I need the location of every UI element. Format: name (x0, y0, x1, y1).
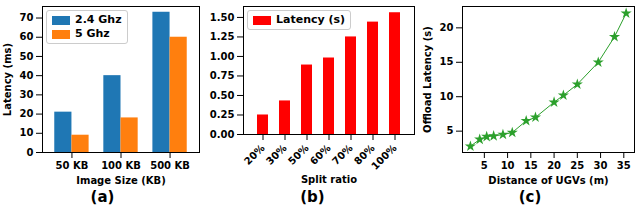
html-text:(a): (a) (90, 188, 115, 206)
svg-text:5: 5 (481, 160, 488, 171)
html-text:Latency (s): Latency (s) (276, 13, 346, 26)
svg-text:15: 15 (440, 56, 454, 67)
svg-text:1.50: 1.50 (210, 12, 235, 23)
svg-text:60: 60 (20, 31, 34, 42)
svg-text:20: 20 (547, 160, 561, 171)
svg-text:20: 20 (440, 22, 454, 33)
svg-text:25: 25 (570, 160, 584, 171)
svg-text:1.00: 1.00 (210, 51, 235, 62)
svg-text:35: 35 (617, 160, 631, 171)
svg-text:50: 50 (20, 51, 34, 62)
svg-text:80%: 80% (352, 142, 377, 167)
svg-text:20: 20 (20, 108, 34, 119)
html-text:(b): (b) (300, 188, 325, 206)
svg-text:Latency (ms): Latency (ms) (2, 43, 13, 116)
svg-text:70: 70 (20, 12, 34, 23)
svg-text:15: 15 (524, 160, 538, 171)
svg-text:100%: 100% (369, 142, 399, 172)
svg-text:30%: 30% (264, 142, 289, 167)
svg-text:10: 10 (20, 127, 34, 138)
svg-text:50 KB: 50 KB (56, 160, 89, 171)
svg-text:10: 10 (440, 91, 454, 102)
svg-text:Offload Latency (s): Offload Latency (s) (422, 26, 433, 133)
svg-text:30: 30 (594, 160, 608, 171)
html-text:(c): (c) (518, 188, 542, 206)
svg-text:0.50: 0.50 (210, 90, 235, 101)
svg-text:0: 0 (27, 147, 34, 158)
svg-text:0.25: 0.25 (210, 109, 235, 120)
svg-text:500 KB: 500 KB (150, 160, 190, 171)
svg-text:0.75: 0.75 (210, 70, 235, 81)
svg-text:100 KB: 100 KB (101, 160, 141, 171)
html-text:2.4 Ghz: 2.4 Ghz (75, 13, 122, 26)
svg-text:70%: 70% (330, 142, 355, 167)
html-text:5 Ghz: 5 Ghz (75, 27, 110, 40)
svg-text:60%: 60% (308, 142, 333, 167)
svg-text:50%: 50% (286, 142, 311, 167)
svg-text:Image Size (KB): Image Size (KB) (76, 175, 166, 186)
svg-text:10: 10 (501, 160, 515, 171)
svg-text:Distance of UGVs (m): Distance of UGVs (m) (488, 175, 608, 186)
svg-text:1.25: 1.25 (210, 31, 235, 42)
svg-text:0.00: 0.00 (210, 129, 235, 140)
svg-text:5: 5 (447, 125, 454, 136)
svg-text:Split ratio: Split ratio (301, 174, 357, 185)
svg-text:20%: 20% (242, 142, 267, 167)
svg-text:30: 30 (20, 89, 34, 100)
svg-text:40: 40 (20, 70, 34, 81)
